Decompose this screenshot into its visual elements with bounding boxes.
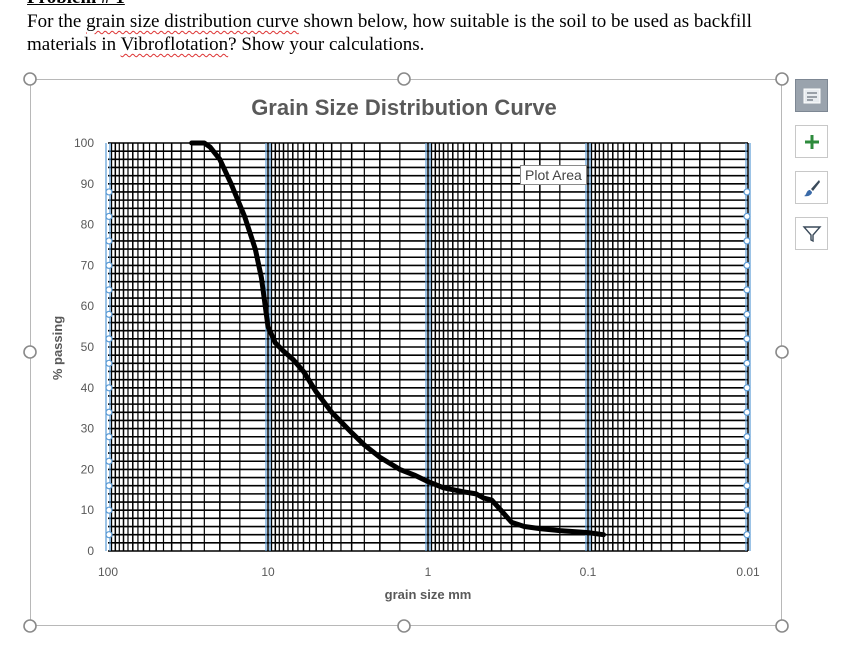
- question-text: materials in: [27, 34, 121, 55]
- gridline-handle[interactable]: [743, 531, 751, 539]
- gridline-handle[interactable]: [105, 310, 113, 318]
- chart-layout-button[interactable]: [795, 79, 828, 112]
- gridline-handle[interactable]: [743, 237, 751, 245]
- chart-styles-button[interactable]: [795, 171, 828, 204]
- gridline-handle[interactable]: [743, 261, 751, 269]
- chart-layout-icon: [803, 88, 820, 103]
- gridline-handle[interactable]: [105, 359, 113, 367]
- gridline-handle[interactable]: [743, 188, 751, 196]
- y-tick-label: 90: [81, 177, 95, 191]
- series-line[interactable]: [189, 140, 606, 538]
- gridline-handle[interactable]: [105, 188, 113, 196]
- plot-area-tooltip: Plot Area: [520, 165, 587, 185]
- gridline-handle[interactable]: [105, 457, 113, 465]
- gridline-handle[interactable]: [743, 433, 751, 441]
- y-axis-title[interactable]: % passing: [50, 316, 65, 380]
- gridline-handle[interactable]: [743, 335, 751, 343]
- gridlines: [105, 142, 751, 552]
- question-line-1: For the grain size distribution curve sh…: [27, 10, 752, 34]
- chart-styles-icon: [803, 179, 820, 196]
- y-tick-label: 50: [81, 340, 95, 354]
- x-tick-label: 0.01: [736, 565, 760, 579]
- chart-elements-button[interactable]: [795, 125, 828, 158]
- resize-handle[interactable]: [775, 345, 789, 359]
- gridline-handle[interactable]: [743, 359, 751, 367]
- gridline-handle[interactable]: [105, 384, 113, 392]
- x-tick-label: 0.1: [580, 565, 597, 579]
- gridline-handle[interactable]: [743, 212, 751, 221]
- x-axis-title[interactable]: grain size mm: [385, 587, 472, 602]
- x-tick-label: 100: [98, 565, 118, 579]
- selection-handles[interactable]: [23, 72, 789, 633]
- resize-handle[interactable]: [775, 72, 789, 86]
- resize-handle[interactable]: [397, 619, 411, 633]
- gridline-handle[interactable]: [743, 310, 751, 318]
- y-tick-label: 70: [81, 258, 95, 272]
- gridline-handle[interactable]: [105, 482, 113, 490]
- gridline-handle[interactable]: [105, 531, 113, 539]
- y-tick-label: 30: [81, 422, 95, 436]
- gridline-handle[interactable]: [105, 261, 113, 269]
- y-tick-label: 20: [81, 462, 95, 476]
- gridline-handle[interactable]: [105, 506, 113, 514]
- gridline-handle[interactable]: [743, 384, 751, 392]
- question-text-flagged[interactable]: Vibroflotation: [120, 34, 229, 55]
- resize-handle[interactable]: [775, 619, 789, 633]
- question-line-2: materials in Vibroflotation? Show your c…: [27, 33, 424, 57]
- question-text: ? Show your calculations.: [228, 34, 425, 55]
- chart-elements-icon: [804, 134, 819, 149]
- gridline-handle[interactable]: [743, 506, 751, 514]
- question-text-flagged[interactable]: grain size distribution curve: [86, 11, 299, 32]
- question-text: shown below, how suitable is the soil to…: [298, 11, 752, 32]
- resize-handle[interactable]: [23, 72, 37, 86]
- gridline-handle[interactable]: [105, 212, 113, 221]
- gridline-handle[interactable]: [743, 482, 751, 490]
- gridline-handle[interactable]: [105, 335, 113, 343]
- resize-handle[interactable]: [23, 619, 37, 633]
- gridline-handle[interactable]: [105, 286, 113, 294]
- gridline-handle[interactable]: [743, 408, 751, 416]
- resize-handle[interactable]: [397, 72, 411, 86]
- gridline-handle[interactable]: [743, 457, 751, 465]
- y-tick-label: 80: [81, 218, 95, 232]
- chart-title[interactable]: Grain Size Distribution Curve: [251, 95, 557, 120]
- chart-filters-icon: [801, 225, 822, 242]
- x-tick-label: 1: [425, 565, 432, 579]
- resize-handle[interactable]: [23, 345, 37, 359]
- gridline-handle[interactable]: [743, 286, 751, 294]
- y-tick-label: 40: [81, 381, 95, 395]
- y-tick-label: 10: [81, 503, 95, 517]
- tick-labels: 0 10 20 30 40 50 60 70 80 90 100 100 10 1 0.1 0.01: [74, 136, 760, 579]
- y-tick-label: 0: [87, 544, 94, 558]
- gridline-handle[interactable]: [105, 237, 113, 245]
- y-tick-label: 100: [74, 136, 94, 150]
- gridline-handle[interactable]: [105, 408, 113, 416]
- x-tick-label: 10: [261, 565, 275, 579]
- gridline-handle[interactable]: [105, 433, 113, 441]
- problem-heading: Problem # 1: [27, 0, 125, 10]
- question-text: For the: [27, 11, 87, 32]
- chart-filters-button[interactable]: [795, 217, 828, 250]
- y-tick-label: 60: [81, 299, 95, 313]
